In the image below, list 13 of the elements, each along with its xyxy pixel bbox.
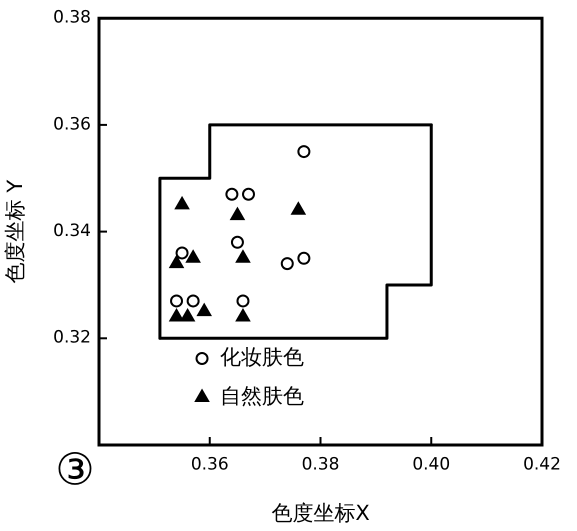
x-tick-label: 0.38	[302, 454, 340, 475]
x-tick-label: 0.36	[190, 454, 229, 475]
y-tick-label: 0.32	[53, 328, 91, 348]
legend-label: 化妆肤色	[220, 344, 304, 369]
x-axis-title: 色度坐标X	[271, 500, 370, 525]
text: ③	[55, 444, 95, 496]
x-tick-label: 0.40	[412, 454, 450, 475]
x-tick-label: 0.42	[523, 454, 561, 475]
y-tick-label: 0.38	[53, 8, 91, 28]
y-tick-label: 0.36	[53, 114, 91, 134]
y-axis-title: 色度坐标 Y	[3, 180, 28, 284]
legend-label: 自然肤色	[220, 384, 304, 408]
y-tick-label: 0.34	[53, 221, 91, 242]
